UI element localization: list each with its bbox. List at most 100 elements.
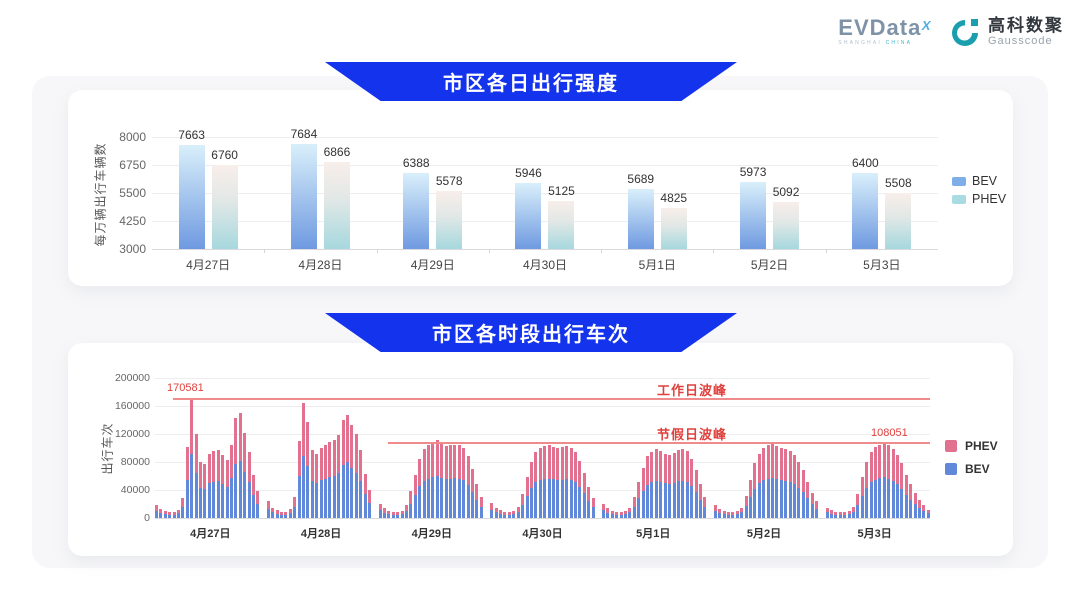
chart2-hour-stack bbox=[457, 445, 461, 518]
chart2-hour-stack bbox=[637, 481, 641, 518]
chart2-x-label: 4月29日 bbox=[411, 528, 452, 540]
chart2-hour-stack bbox=[690, 458, 694, 518]
chart2-hour-stack bbox=[404, 505, 408, 518]
chart2-hour-stack bbox=[718, 508, 722, 518]
chart2-bar-bev bbox=[275, 513, 279, 518]
gausscode-en-name: Gausscode bbox=[988, 35, 1053, 47]
legend-label: BEV bbox=[972, 174, 998, 188]
chart1-gridline bbox=[152, 221, 938, 222]
legend-label: BEV bbox=[965, 462, 990, 476]
chart2-bar-bev bbox=[565, 479, 569, 518]
chart2-bar-bev bbox=[713, 511, 717, 518]
chart2-hour-stack bbox=[238, 413, 242, 518]
chart2-hour-stack bbox=[685, 450, 689, 518]
chart2-bar-phev bbox=[302, 402, 305, 456]
chart2-bar-bev bbox=[494, 512, 498, 518]
chart2-bar-bev bbox=[896, 483, 899, 518]
chart2-bar-bev bbox=[810, 504, 814, 518]
chart2-hour-stack bbox=[869, 451, 873, 518]
chart1-bar-bev: 6388 bbox=[403, 156, 430, 249]
chart2-hour-stack bbox=[543, 445, 547, 518]
chart2-bar-bev bbox=[190, 453, 194, 518]
chart2-bar-phev bbox=[753, 463, 757, 489]
chart2-hour-stack bbox=[155, 505, 158, 518]
chart2-bar-phev bbox=[726, 512, 730, 515]
chart2-bar-bev bbox=[663, 483, 667, 518]
chart2-hour-stack bbox=[409, 491, 413, 518]
chart2-hour-stack bbox=[810, 492, 814, 518]
chart2-bar-bev bbox=[801, 492, 805, 518]
chart2-bar-bev bbox=[507, 515, 511, 518]
chart2-hour-stack bbox=[659, 450, 663, 518]
chart2-bar-phev bbox=[284, 511, 288, 515]
chart2-bar-bev bbox=[400, 514, 404, 518]
chart2-bar-phev bbox=[190, 398, 194, 454]
chart2-bar-phev bbox=[221, 455, 225, 484]
chart2-bar-bev bbox=[418, 485, 422, 518]
chart2-bar-bev bbox=[475, 499, 479, 518]
chart2-bar-bev bbox=[856, 505, 860, 518]
chart2-bar-phev bbox=[735, 511, 739, 515]
chart1-axis-tick bbox=[713, 249, 715, 253]
chart2-hour-stack bbox=[757, 453, 761, 518]
chart2-bar-phev bbox=[538, 448, 542, 481]
chart2-hour-stack bbox=[422, 449, 426, 518]
chart2-bar-phev bbox=[247, 451, 251, 483]
chart2-hour-stack bbox=[181, 498, 185, 518]
chart2-bar-bev bbox=[529, 487, 533, 518]
chart2-gridline bbox=[155, 434, 930, 435]
chart2-x-label: 4月27日 bbox=[190, 528, 231, 540]
chart2-bar-phev bbox=[177, 509, 181, 514]
chart1-y-tick-label: 6750 bbox=[119, 158, 146, 172]
chart2-hour-stack bbox=[324, 445, 328, 518]
chart2-y-tick-label: 160000 bbox=[114, 400, 150, 412]
chart2-bar-phev bbox=[457, 445, 461, 479]
legend-item-bev[interactable]: BEV bbox=[945, 462, 998, 476]
chart2-bar-bev bbox=[659, 481, 663, 518]
chart2-bar-bev bbox=[354, 472, 358, 518]
chart2-bar-phev bbox=[551, 446, 555, 480]
chart2-hour-stack bbox=[284, 511, 288, 518]
chart2-hour-stack bbox=[297, 441, 301, 518]
chart2-bar-bev bbox=[829, 513, 833, 518]
chart2-hour-stack bbox=[494, 507, 498, 518]
chart2-bar-phev bbox=[475, 484, 479, 500]
chart1-bar-phev: 6866 bbox=[324, 145, 350, 249]
chart2-bar-bev bbox=[212, 481, 216, 518]
chart2-x-label: 5月1日 bbox=[636, 528, 671, 540]
chart2-bar-bev bbox=[426, 478, 430, 518]
chart2-bar-phev bbox=[591, 498, 595, 508]
chart2-bar-phev bbox=[354, 434, 358, 473]
chart1-axis-tick bbox=[376, 249, 378, 253]
chart2-bar-phev bbox=[512, 511, 516, 515]
chart2-bar-phev bbox=[212, 450, 216, 482]
chart2-bar-bev bbox=[560, 479, 564, 518]
legend-item-phev[interactable]: PHEV bbox=[945, 439, 998, 453]
chart2-bar-phev bbox=[578, 460, 582, 487]
chart2-bar-phev bbox=[324, 445, 328, 479]
phev-swatch-icon bbox=[945, 440, 957, 452]
chart2-hour-stack bbox=[319, 448, 323, 518]
chart2-bar-phev bbox=[466, 456, 470, 485]
chart2-hour-stack bbox=[462, 448, 466, 518]
chart2-bar-bev bbox=[319, 480, 323, 518]
chart2-bar-bev bbox=[409, 503, 413, 518]
chart2-hour-stack bbox=[632, 497, 636, 518]
chart1-value-label: 6760 bbox=[211, 147, 238, 162]
chart2-hour-stack bbox=[440, 443, 444, 518]
legend-item-bev[interactable]: BEV bbox=[952, 174, 1006, 188]
chart2-bar-bev bbox=[771, 477, 775, 518]
chart2-bar-bev bbox=[534, 482, 538, 518]
chart2-hour-stack bbox=[350, 424, 354, 518]
chart2-y-tick-label: 80000 bbox=[120, 456, 150, 468]
holiday-peak-value: 108051 bbox=[871, 427, 908, 439]
chart2-hour-stack bbox=[713, 505, 717, 518]
workday-peak-value: 170581 bbox=[167, 382, 204, 394]
chart2-bar-bev bbox=[650, 482, 654, 518]
legend-item-phev[interactable]: PHEV bbox=[952, 192, 1006, 206]
chart2-day-group bbox=[378, 378, 484, 518]
chart2-bar-bev bbox=[337, 473, 341, 518]
chart2-bar-bev bbox=[753, 488, 757, 518]
chart2-bar-bev bbox=[904, 494, 908, 518]
